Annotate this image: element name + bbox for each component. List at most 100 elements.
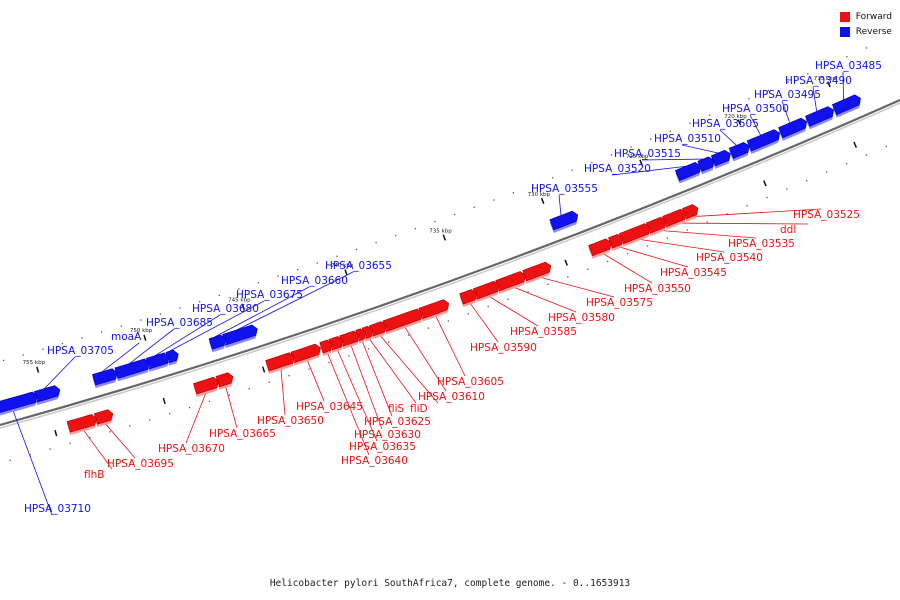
minor-tick [22, 354, 24, 356]
minor-tick [650, 138, 652, 140]
gene-hpsa_03685[interactable] [114, 358, 151, 379]
major-tick-lower [564, 259, 568, 266]
gene-label: HPSA_03490 [785, 75, 852, 87]
major-tick [344, 269, 348, 276]
gene-label: HPSA_03520 [584, 163, 651, 175]
gene-hpsa_03520[interactable] [674, 162, 702, 181]
gene-hpsa_03550[interactable] [588, 238, 612, 257]
gene-hpsa_03630[interactable] [339, 330, 360, 347]
leader-line [326, 351, 370, 456]
minor-tick [453, 213, 456, 216]
gene-hpsa_03545[interactable] [608, 233, 624, 249]
gene-label: HPSA_03685 [146, 317, 213, 329]
gene-label: HPSA_03545 [660, 267, 727, 279]
leader-line [812, 86, 818, 112]
gene-label: HPSA_03485 [815, 60, 882, 72]
minor-tick [49, 448, 51, 450]
minor-tick [610, 154, 613, 156]
gene-hpsa_03515[interactable] [697, 156, 715, 172]
leader-line [719, 129, 737, 146]
gene-hpsa_03645[interactable] [290, 343, 321, 363]
minor-tick [3, 359, 5, 362]
gene-hpsa_03705[interactable] [33, 385, 61, 403]
gene-label: HPSA_03695 [107, 458, 174, 470]
gene-ddl[interactable] [662, 208, 687, 228]
minor-tick [336, 255, 338, 257]
gene-hpsa_03585[interactable] [472, 280, 500, 300]
gene-label: HPSA_03635 [349, 441, 416, 453]
gene-hpsa_03670[interactable] [193, 376, 219, 395]
gene-flid[interactable] [369, 321, 387, 337]
leader-line [641, 158, 704, 161]
gene-hpsa_03655[interactable] [222, 324, 258, 346]
gene-hpsa_03650[interactable] [265, 352, 295, 372]
gene-hpsa_03525[interactable] [682, 204, 699, 220]
gene-hpsa_03640[interactable] [319, 339, 333, 354]
gene-hpsa_03555[interactable] [549, 210, 579, 231]
gene-hpsa_03610[interactable] [382, 308, 423, 332]
gene-label: HPSA_03655 [325, 260, 392, 272]
gene-hpsa_03625[interactable] [355, 328, 367, 342]
gene-hpsa_03605[interactable] [418, 299, 450, 320]
leader-line [82, 428, 113, 470]
gene-hpsa_03540[interactable] [618, 223, 651, 245]
gene-hpsa_03495[interactable] [778, 117, 808, 139]
minor-tick [61, 342, 64, 345]
gene-hpsa_03490[interactable] [805, 106, 834, 127]
minor-tick [9, 459, 11, 461]
gene-label: moaA [111, 331, 142, 343]
gene-hpsa_03635[interactable] [328, 336, 344, 351]
gene-hpsa_03535[interactable] [645, 216, 667, 234]
gene-label: HPSA_03665 [209, 428, 276, 440]
minor-tick [348, 355, 350, 357]
minor-tick [845, 163, 848, 165]
gene-label: HPSA_03575 [586, 297, 653, 309]
gene-label: HPSA_03550 [624, 283, 691, 295]
leader-line [102, 342, 140, 372]
minor-tick [787, 81, 789, 83]
gene-hpsa_03695[interactable] [93, 409, 114, 425]
minor-tick [527, 291, 529, 293]
leader-line [635, 238, 725, 253]
gene-hpsa_03590[interactable] [459, 289, 478, 305]
minor-tick [199, 301, 201, 303]
gene-hpsa_03510[interactable] [710, 149, 731, 167]
minor-tick [630, 146, 632, 148]
minor-tick [355, 248, 358, 251]
leader-line [749, 114, 761, 136]
major-tick-lower [763, 180, 767, 187]
tick-label: 720 kbp [724, 114, 747, 120]
minor-tick [89, 436, 91, 439]
gene-hpsa_03500[interactable] [746, 129, 781, 152]
gene-hpsa_03505[interactable] [728, 142, 750, 159]
genome-backbone-shadow [0, 102, 900, 429]
minor-tick [746, 205, 748, 207]
leader-line [224, 384, 238, 429]
gene-hpsa_03675[interactable] [165, 349, 179, 364]
gene-moaa[interactable] [92, 368, 118, 386]
minor-tick [507, 298, 509, 300]
leader-line [403, 325, 447, 392]
gene-hpsa_03660[interactable] [208, 334, 227, 350]
gene-hpsa_03665[interactable] [215, 372, 234, 388]
tick-layer: 715 kbp 720 kbp 725 kbp 730 kbp 735 kbp 740 k… [3, 47, 887, 461]
reverse-swatch [839, 26, 850, 37]
tick-label: 740 kbp [331, 263, 354, 269]
gene-hpsa_03575[interactable] [522, 261, 552, 282]
minor-tick [807, 73, 809, 75]
minor-tick [168, 413, 171, 415]
leader-layer [8, 71, 844, 516]
gene-label: HPSA_03650 [257, 415, 324, 427]
gene-hpsa_03580[interactable] [495, 271, 526, 292]
gene-label: HPSA_03605 [437, 376, 504, 388]
gene-label: HPSA_03555 [531, 183, 598, 195]
major-tick [540, 197, 545, 205]
gene-hpsa_03710[interactable] [0, 391, 38, 416]
gene-hpsa_03680[interactable] [145, 352, 170, 370]
minor-tick [826, 64, 828, 66]
gene-hpsa_03485[interactable] [831, 94, 861, 116]
gene-label: HPSA_03515 [614, 148, 681, 160]
gene-flhb[interactable] [66, 414, 98, 433]
gene-label: HPSA_03585 [510, 326, 577, 338]
minor-tick [208, 400, 211, 403]
